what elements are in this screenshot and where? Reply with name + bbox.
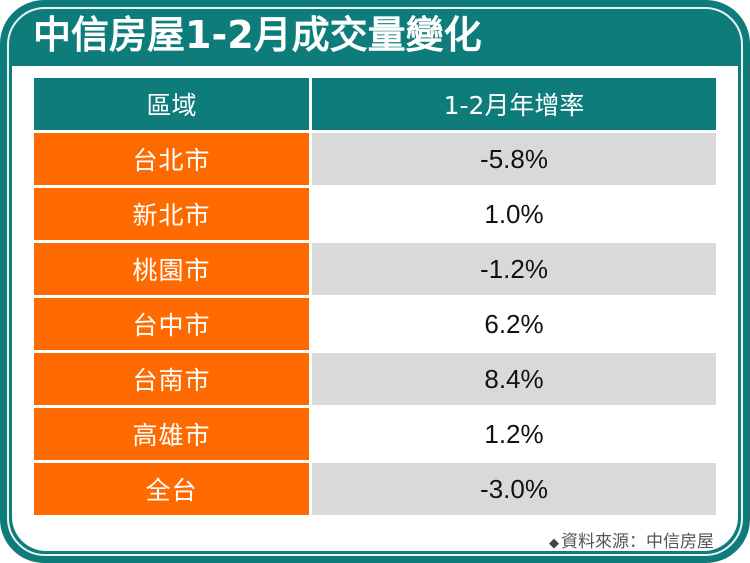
value-cell: 8.4%: [312, 353, 716, 405]
region-cell: 台中市: [34, 298, 309, 350]
table-row: 桃園市 -1.2%: [34, 243, 716, 295]
graphic-title: 中信房屋1-2月成交量變化: [33, 13, 482, 57]
table-row: 台北市 -5.8%: [34, 133, 716, 185]
header-growth-rate: 1-2月年增率: [312, 78, 716, 130]
value-cell: 1.0%: [312, 188, 716, 240]
value-cell: -5.8%: [312, 133, 716, 185]
table-row: 台南市 8.4%: [34, 353, 716, 405]
region-cell: 台南市: [34, 353, 309, 405]
region-cell: 新北市: [34, 188, 309, 240]
table-row: 新北市 1.0%: [34, 188, 716, 240]
source-note: ◆ 資料來源：中信房屋: [549, 527, 714, 552]
source-text: 資料來源：中信房屋: [561, 532, 714, 552]
diamond-bullet-icon: ◆: [549, 536, 559, 551]
region-cell: 台北市: [34, 133, 309, 185]
region-cell: 桃園市: [34, 243, 309, 295]
header-region: 區域: [34, 78, 309, 130]
table-row: 台中市 6.2%: [34, 298, 716, 350]
value-cell: 6.2%: [312, 298, 716, 350]
table-row: 高雄市 1.2%: [34, 408, 716, 460]
table-row: 全台 -3.0%: [34, 463, 716, 515]
value-cell: 1.2%: [312, 408, 716, 460]
table-header-row: 區域 1-2月年增率: [34, 78, 716, 130]
value-cell: -1.2%: [312, 243, 716, 295]
region-cell: 全台: [34, 463, 309, 515]
growth-rate-table: 區域 1-2月年增率 台北市 -5.8% 新北市 1.0% 桃園市 -1.2% …: [34, 78, 716, 518]
value-cell: -3.0%: [312, 463, 716, 515]
region-cell: 高雄市: [34, 408, 309, 460]
frame-inner-border: [7, 7, 743, 556]
